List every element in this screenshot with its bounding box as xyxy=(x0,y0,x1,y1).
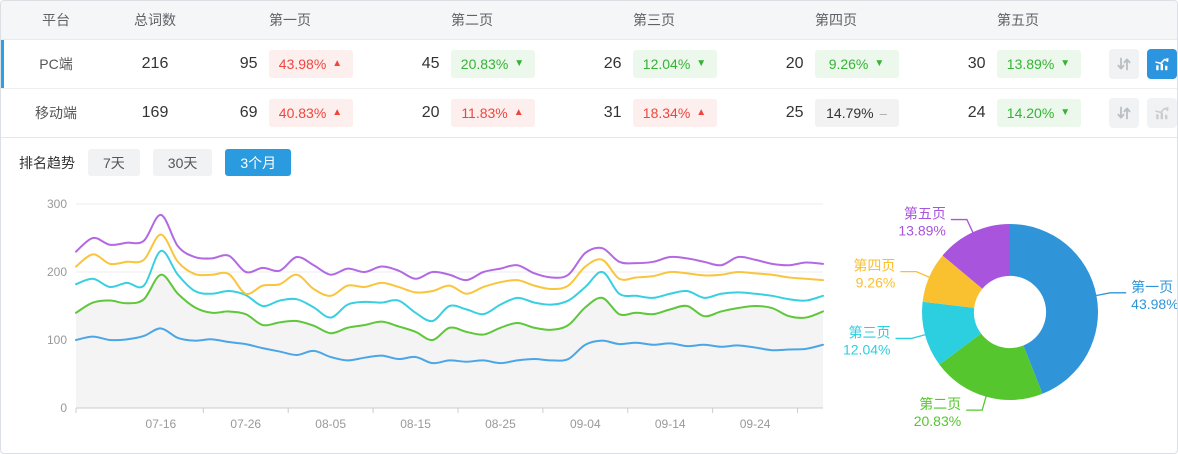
svg-text:第一页: 第一页 xyxy=(1131,279,1173,295)
page-count: 95 xyxy=(239,55,258,72)
change-badge: 13.89% xyxy=(996,50,1081,78)
change-badge: 43.98% xyxy=(268,50,353,78)
updown-arrows-icon xyxy=(1117,57,1131,71)
svg-text:08-15: 08-15 xyxy=(400,417,431,431)
platform-label: 移动端 xyxy=(35,105,77,121)
page5-cell: 30 13.89% xyxy=(927,50,1109,78)
page4-cell: 25 14.79% xyxy=(745,99,927,127)
page3-cell: 26 12.04% xyxy=(563,50,745,78)
donut-slice-第三页 xyxy=(922,301,982,365)
svg-text:20.83%: 20.83% xyxy=(914,413,961,429)
change-badge: 9.26% xyxy=(814,50,899,78)
row-actions xyxy=(1109,49,1177,79)
page-count: 30 xyxy=(967,55,986,72)
col-page4: 第四页 xyxy=(815,12,857,28)
page2-cell: 45 20.83% xyxy=(381,50,563,78)
page-count: 45 xyxy=(421,55,440,72)
sort-updown-button[interactable] xyxy=(1109,98,1139,128)
table-row-pc[interactable]: PC端 216 95 43.98% 45 20.83% 26 12.04% 20… xyxy=(1,40,1177,88)
change-badge: 14.20% xyxy=(996,99,1081,127)
svg-text:09-04: 09-04 xyxy=(570,417,601,431)
range-30d-button[interactable]: 30天 xyxy=(152,149,213,176)
range-3m-button[interactable]: 3个月 xyxy=(225,149,292,176)
svg-text:08-05: 08-05 xyxy=(315,417,346,431)
svg-text:300: 300 xyxy=(47,197,67,211)
page5-cell: 24 14.20% xyxy=(927,99,1109,127)
page1-cell: 69 40.83% xyxy=(199,99,381,127)
rank-table: 平台 总词数 第一页 第二页 第三页 第四页 第五页 PC端 216 95 43… xyxy=(1,1,1177,138)
col-page3: 第三页 xyxy=(633,12,675,28)
change-badge: 12.04% xyxy=(632,50,717,78)
donut-slice-第五页 xyxy=(942,224,1010,289)
total-words-value: 169 xyxy=(141,104,169,121)
platform-label: PC端 xyxy=(39,56,73,72)
page1-cell: 95 43.98% xyxy=(199,50,381,78)
change-badge: 40.83% xyxy=(268,99,353,127)
col-total-words: 总词数 xyxy=(134,12,176,28)
svg-text:07-26: 07-26 xyxy=(230,417,261,431)
col-page1: 第一页 xyxy=(269,12,311,28)
page-count: 26 xyxy=(603,55,622,72)
change-badge: 20.83% xyxy=(450,50,535,78)
svg-text:100: 100 xyxy=(47,333,67,347)
page2-cell: 20 11.83% xyxy=(381,99,563,127)
page-count: 20 xyxy=(421,104,440,121)
svg-text:13.89%: 13.89% xyxy=(898,223,945,239)
page-count: 31 xyxy=(603,104,622,121)
trend-title: 排名趋势 xyxy=(19,154,75,171)
rank-trend-section: 排名趋势 7天 30天 3个月 爱站网 0 100 200 300 07-16 07-26 0… xyxy=(1,138,1177,453)
svg-text:第四页: 第四页 xyxy=(853,258,895,274)
charts-area: 爱站网 0 100 200 300 07-16 07-26 08-05 08-15 08-25 09… xyxy=(1,184,1177,453)
page-count: 20 xyxy=(785,55,804,72)
svg-text:09-14: 09-14 xyxy=(655,417,686,431)
trend-toolbar: 排名趋势 7天 30天 3个月 xyxy=(1,138,1177,184)
col-page2: 第二页 xyxy=(451,12,493,28)
change-badge: 11.83% xyxy=(450,99,535,127)
page4-cell: 20 9.26% xyxy=(745,50,927,78)
updown-arrows-icon xyxy=(1117,106,1131,120)
donut-slice-第一页 xyxy=(1010,224,1098,394)
svg-text:9.26%: 9.26% xyxy=(856,275,896,291)
svg-text:200: 200 xyxy=(47,265,67,279)
svg-text:第三页: 第三页 xyxy=(848,324,890,340)
trend-chart-icon xyxy=(1155,107,1169,120)
col-page5: 第五页 xyxy=(997,12,1039,28)
trend-chart-icon xyxy=(1155,58,1169,71)
change-badge: 18.34% xyxy=(632,99,717,127)
svg-text:43.98%: 43.98% xyxy=(1131,296,1177,312)
svg-text:07-16: 07-16 xyxy=(146,417,177,431)
sort-updown-button[interactable] xyxy=(1109,49,1139,79)
range-7d-button[interactable]: 7天 xyxy=(88,149,140,176)
svg-text:08-25: 08-25 xyxy=(485,417,516,431)
page-count: 24 xyxy=(967,104,986,121)
rank-table-header: 平台 总词数 第一页 第二页 第三页 第四页 第五页 xyxy=(1,1,1177,40)
donut-slice-第四页 xyxy=(922,255,983,308)
svg-text:0: 0 xyxy=(60,401,67,415)
svg-text:第五页: 第五页 xyxy=(904,206,946,222)
page-count: 69 xyxy=(239,104,258,121)
page3-cell: 31 18.34% xyxy=(563,99,745,127)
page-count: 25 xyxy=(785,104,804,121)
donut-slice-第二页 xyxy=(939,333,1043,400)
trend-chart-button[interactable] xyxy=(1147,49,1177,79)
change-badge: 14.79% xyxy=(814,99,899,127)
trend-chart-button[interactable] xyxy=(1147,98,1177,128)
svg-text:第二页: 第二页 xyxy=(919,396,961,412)
svg-text:09-24: 09-24 xyxy=(740,417,771,431)
table-row-mobile[interactable]: 移动端 169 69 40.83% 20 11.83% 31 18.34% 25… xyxy=(1,88,1177,137)
total-words-value: 216 xyxy=(141,55,169,72)
col-platform: 平台 xyxy=(42,12,70,28)
row-actions xyxy=(1109,98,1177,128)
svg-text:12.04%: 12.04% xyxy=(843,341,890,357)
